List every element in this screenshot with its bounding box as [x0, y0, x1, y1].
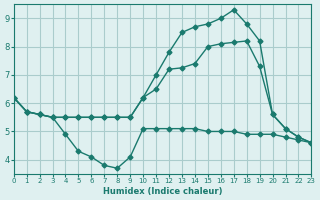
- X-axis label: Humidex (Indice chaleur): Humidex (Indice chaleur): [103, 187, 222, 196]
